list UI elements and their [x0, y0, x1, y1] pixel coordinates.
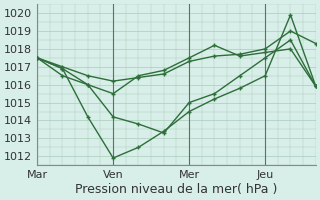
X-axis label: Pression niveau de la mer( hPa ): Pression niveau de la mer( hPa ) — [75, 183, 278, 196]
